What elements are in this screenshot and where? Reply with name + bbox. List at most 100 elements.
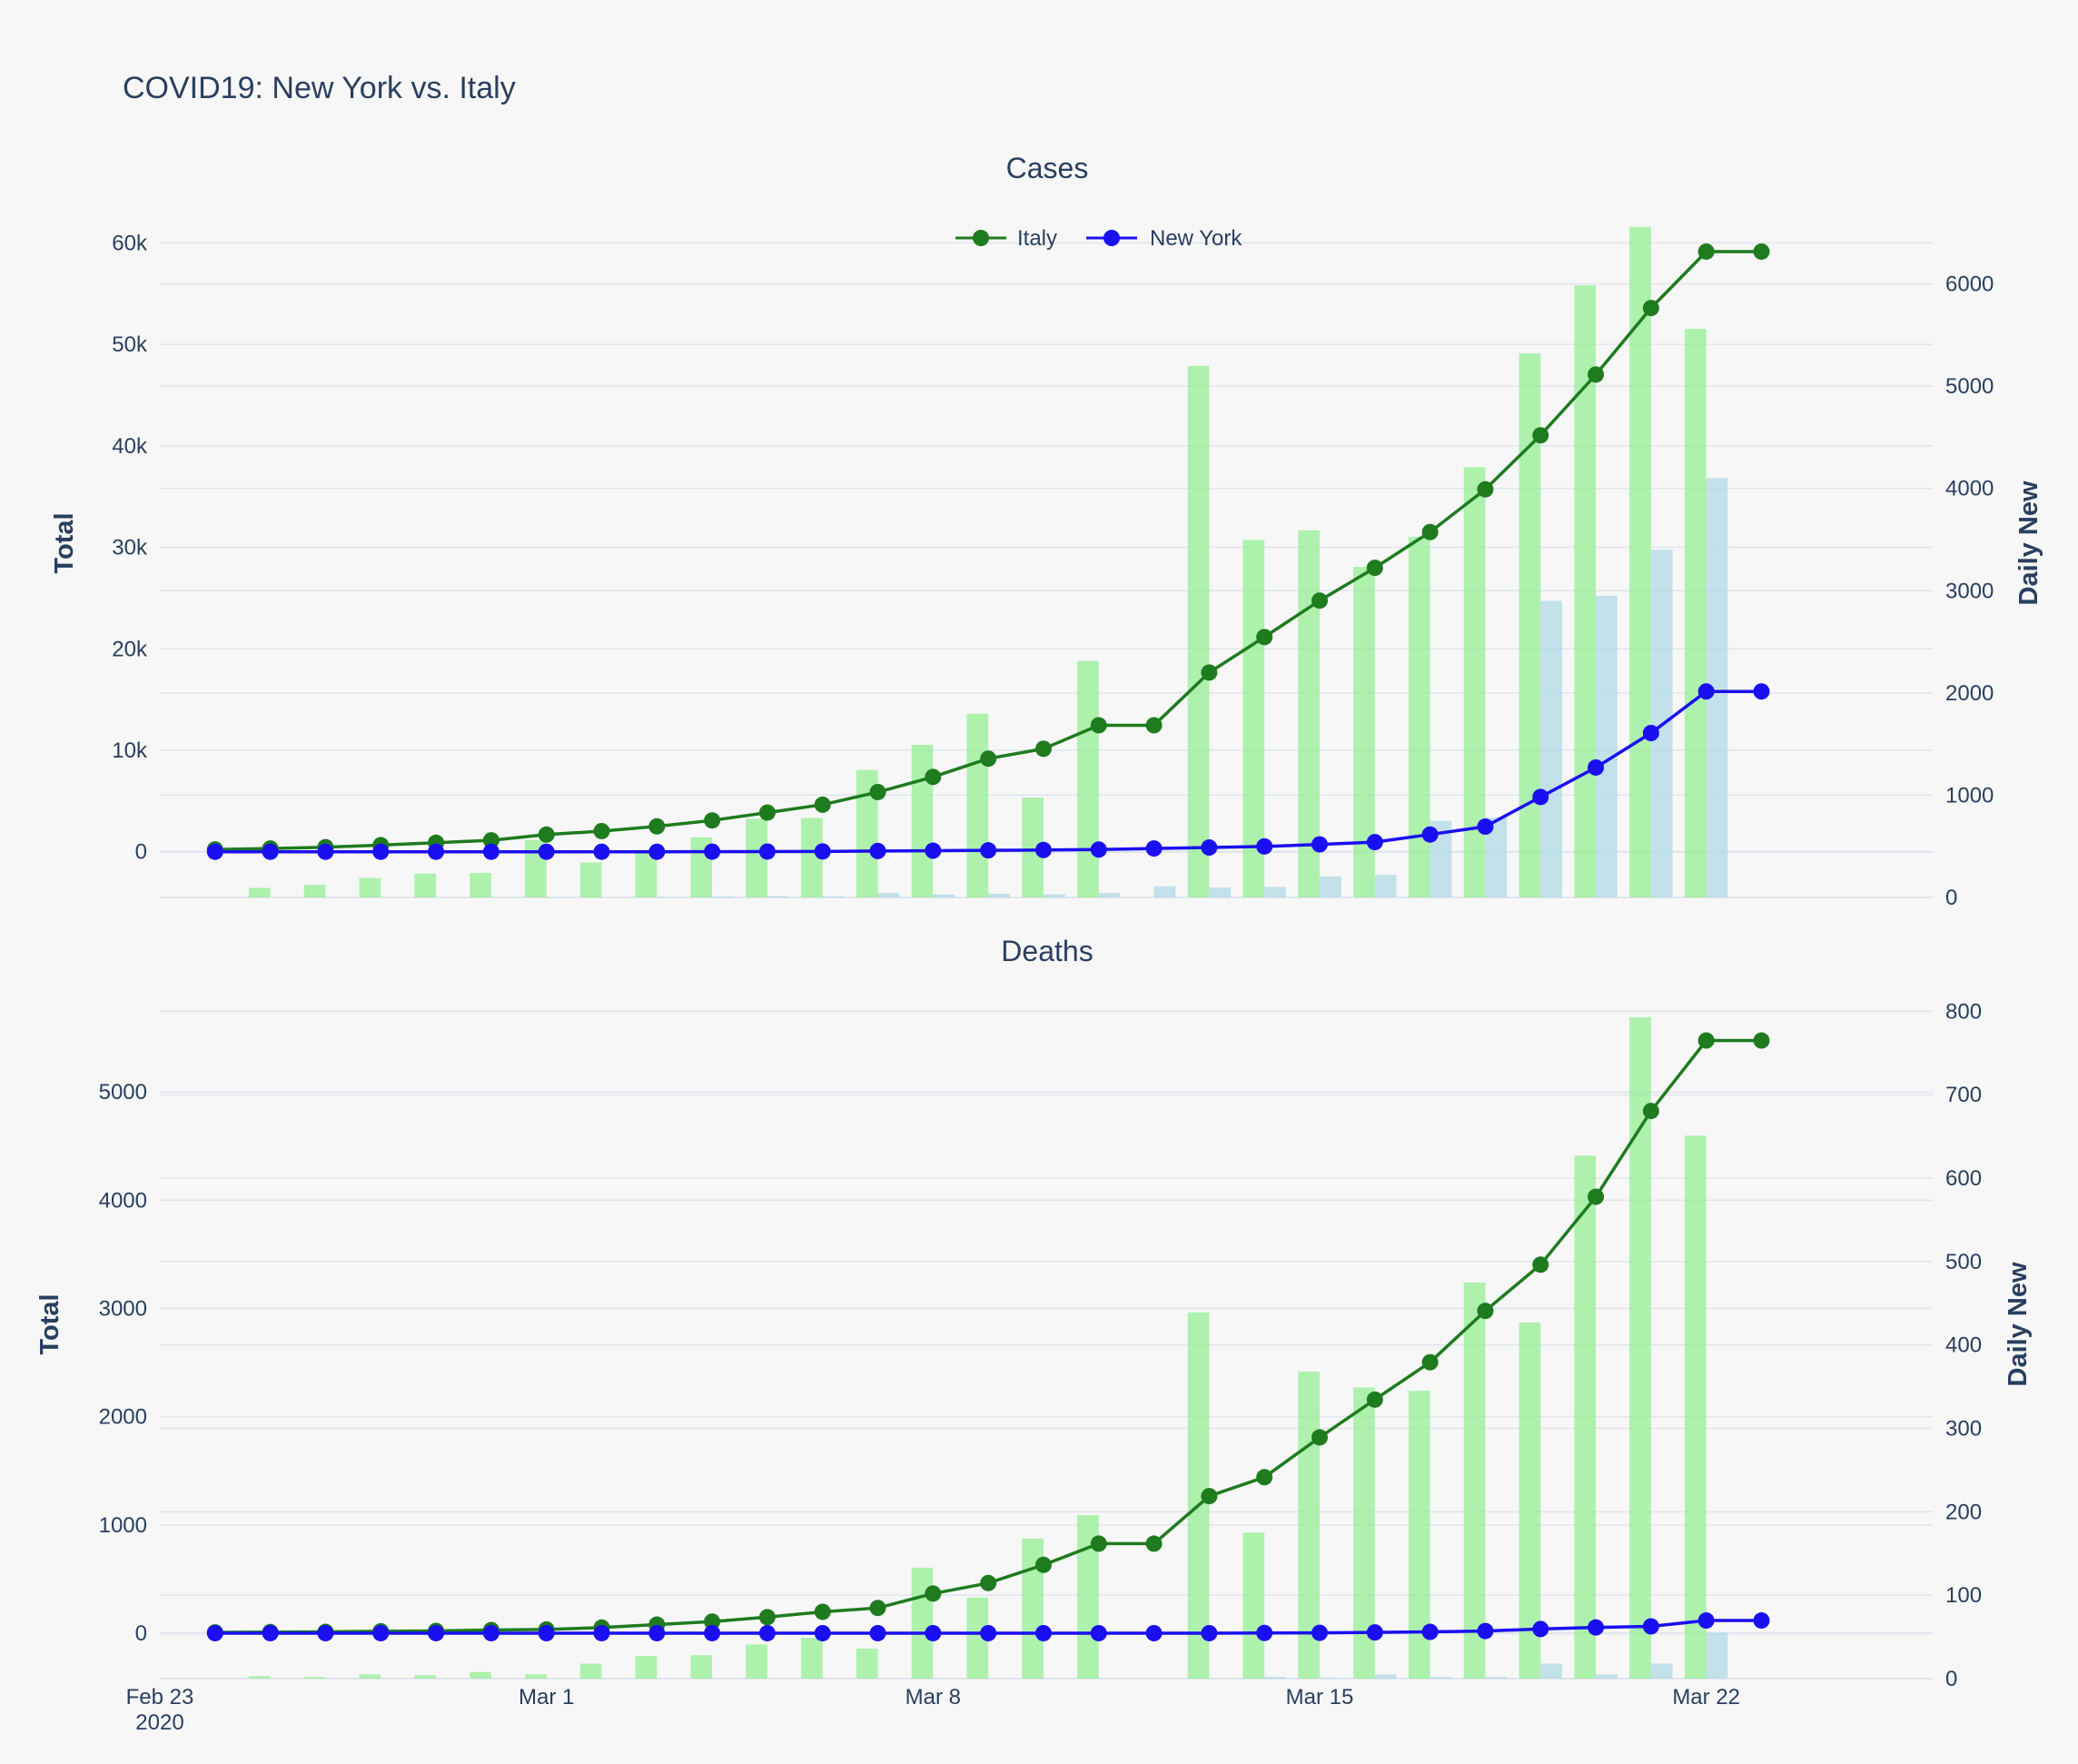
point-new-york[interactable] xyxy=(317,843,334,860)
bar-italy[interactable] xyxy=(1408,1391,1430,1679)
bar-italy[interactable] xyxy=(1298,530,1321,897)
bar-italy[interactable] xyxy=(1187,1312,1210,1679)
point-italy[interactable] xyxy=(1201,1488,1218,1505)
bar-italy[interactable] xyxy=(911,745,934,897)
point-new-york[interactable] xyxy=(262,843,279,860)
bar-italy[interactable] xyxy=(1574,1155,1597,1679)
point-new-york[interactable] xyxy=(1090,841,1107,858)
point-italy[interactable] xyxy=(1201,664,1218,681)
point-italy[interactable] xyxy=(925,1585,942,1602)
point-italy[interactable] xyxy=(1532,427,1549,444)
point-italy[interactable] xyxy=(1753,243,1770,260)
point-new-york[interactable] xyxy=(317,1624,334,1641)
point-new-york[interactable] xyxy=(1753,1612,1770,1630)
bar-italy[interactable] xyxy=(414,1675,437,1679)
point-new-york[interactable] xyxy=(814,1624,831,1641)
point-italy[interactable] xyxy=(1697,243,1715,260)
point-new-york[interactable] xyxy=(1145,1624,1163,1641)
bar-italy[interactable] xyxy=(746,1644,767,1679)
point-new-york[interactable] xyxy=(206,1624,223,1641)
point-italy[interactable] xyxy=(1145,717,1163,734)
point-new-york[interactable] xyxy=(869,842,886,859)
bar-new-york[interactable] xyxy=(1706,478,1728,897)
point-italy[interactable] xyxy=(704,812,721,829)
point-new-york[interactable] xyxy=(869,1624,886,1641)
bar-new-york[interactable] xyxy=(1153,886,1176,897)
bar-new-york[interactable] xyxy=(1485,1677,1508,1679)
bar-italy[interactable] xyxy=(1574,285,1597,897)
bar-italy[interactable] xyxy=(1519,352,1541,897)
bar-new-york[interactable] xyxy=(1540,1663,1562,1679)
point-new-york[interactable] xyxy=(925,1624,942,1641)
bar-italy[interactable] xyxy=(635,1656,658,1679)
bar-italy[interactable] xyxy=(856,1648,878,1679)
point-new-york[interactable] xyxy=(1421,1623,1439,1640)
bar-italy[interactable] xyxy=(1022,1538,1044,1679)
bar-new-york[interactable] xyxy=(1098,893,1121,897)
point-new-york[interactable] xyxy=(538,843,555,860)
point-new-york[interactable] xyxy=(1201,1624,1218,1641)
bar-new-york[interactable] xyxy=(1264,1677,1286,1679)
bar-italy[interactable] xyxy=(1187,365,1210,898)
point-new-york[interactable] xyxy=(1366,834,1383,851)
point-new-york[interactable] xyxy=(814,843,831,860)
point-italy[interactable] xyxy=(1366,560,1383,577)
point-new-york[interactable] xyxy=(262,1624,279,1641)
point-new-york[interactable] xyxy=(593,843,610,860)
point-new-york[interactable] xyxy=(1034,1624,1052,1641)
bar-italy[interactable] xyxy=(303,885,326,897)
bar-new-york[interactable] xyxy=(657,897,679,898)
point-italy[interactable] xyxy=(1421,523,1439,540)
bar-italy[interactable] xyxy=(1353,1387,1375,1679)
point-new-york[interactable] xyxy=(1256,1624,1273,1641)
point-italy[interactable] xyxy=(980,750,997,768)
point-italy[interactable] xyxy=(814,1603,831,1620)
bar-italy[interactable] xyxy=(1242,540,1265,897)
point-new-york[interactable] xyxy=(980,842,997,859)
bar-italy[interactable] xyxy=(801,818,823,897)
bar-new-york[interactable] xyxy=(1043,894,1065,897)
bar-italy[interactable] xyxy=(579,1663,602,1679)
point-italy[interactable] xyxy=(648,818,666,835)
bar-italy[interactable] xyxy=(635,849,658,897)
point-italy[interactable] xyxy=(482,832,500,849)
bar-italy[interactable] xyxy=(414,873,437,897)
point-italy[interactable] xyxy=(1697,1032,1715,1049)
point-italy[interactable] xyxy=(1034,740,1052,758)
point-italy[interactable] xyxy=(1477,481,1494,498)
point-italy[interactable] xyxy=(1034,1556,1052,1573)
bar-italy[interactable] xyxy=(359,1674,381,1679)
point-new-york[interactable] xyxy=(1697,1612,1715,1630)
bar-new-york[interactable] xyxy=(1430,1677,1452,1679)
point-italy[interactable] xyxy=(1256,629,1273,646)
point-new-york[interactable] xyxy=(1642,1618,1659,1635)
point-italy[interactable] xyxy=(758,804,776,821)
point-new-york[interactable] xyxy=(1366,1624,1383,1641)
bar-new-york[interactable] xyxy=(877,893,900,897)
bar-new-york[interactable] xyxy=(1596,1674,1618,1679)
point-italy[interactable] xyxy=(1090,1535,1107,1552)
bar-new-york[interactable] xyxy=(546,897,569,898)
bar-new-york[interactable] xyxy=(1264,887,1286,897)
point-new-york[interactable] xyxy=(1588,758,1605,776)
bar-italy[interactable] xyxy=(1629,226,1651,897)
point-new-york[interactable] xyxy=(428,843,445,860)
bar-italy[interactable] xyxy=(1353,567,1375,897)
bar-italy[interactable] xyxy=(801,1638,823,1679)
bar-new-york[interactable] xyxy=(1485,818,1508,897)
bar-italy[interactable] xyxy=(1242,1532,1265,1679)
bar-italy[interactable] xyxy=(524,1674,547,1679)
bar-italy[interactable] xyxy=(1463,1282,1486,1679)
point-italy[interactable] xyxy=(1642,300,1659,317)
bar-italy[interactable] xyxy=(248,887,271,897)
point-new-york[interactable] xyxy=(1034,841,1052,858)
legend-item-new-york[interactable]: New York xyxy=(1086,226,1242,251)
point-new-york[interactable] xyxy=(482,843,500,860)
point-new-york[interactable] xyxy=(1145,840,1163,857)
point-new-york[interactable] xyxy=(758,843,776,860)
bar-italy[interactable] xyxy=(1408,537,1430,897)
point-new-york[interactable] xyxy=(372,1624,390,1641)
bar-italy[interactable] xyxy=(1519,1322,1541,1679)
point-italy[interactable] xyxy=(704,1613,721,1630)
bar-italy[interactable] xyxy=(1077,660,1099,897)
